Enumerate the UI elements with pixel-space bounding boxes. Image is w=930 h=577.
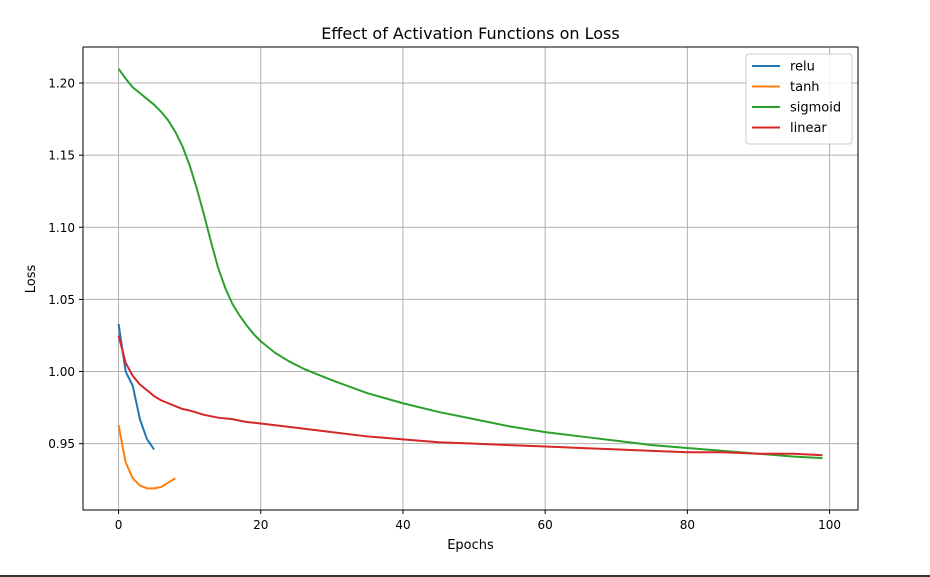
legend-label-relu: relu [790,60,815,75]
legend-label-sigmoid: sigmoid [790,101,841,116]
x-tick-label: 100 [818,518,841,532]
y-tick-label: 0.95 [48,437,75,451]
grid [83,47,858,510]
y-tick-label: 1.05 [48,293,75,307]
series-line-relu [117,323,155,450]
legend: relu tanh sigmoid linear [745,53,853,145]
y-tick-label: 1.00 [48,365,75,379]
x-axis-ticks: 0 20 40 60 80 100 [115,510,841,532]
y-tick-label: 1.10 [48,221,75,235]
y-axis-label: Loss [24,265,39,294]
series-line-tanh [117,424,176,490]
series-line-sigmoid [117,68,823,460]
legend-label-linear: linear [790,121,827,136]
x-tick-label: 40 [395,518,410,532]
x-tick-label: 0 [115,518,123,532]
series-lines [117,68,823,490]
x-tick-label: 80 [680,518,695,532]
plot-frame [82,46,859,511]
bottom-divider [0,575,930,577]
y-tick-label: 1.20 [48,77,75,91]
y-tick-label: 1.15 [48,149,75,163]
legend-box [745,53,853,145]
series-line-linear [117,335,823,457]
legend-label-tanh: tanh [790,80,820,95]
x-tick-label: 20 [253,518,268,532]
y-axis-ticks: 0.95 1.00 1.05 1.10 1.15 1.20 [48,77,83,451]
x-axis-label: Epochs [447,538,494,553]
x-tick-label: 60 [538,518,553,532]
chart-title: Effect of Activation Functions on Loss [321,24,619,43]
